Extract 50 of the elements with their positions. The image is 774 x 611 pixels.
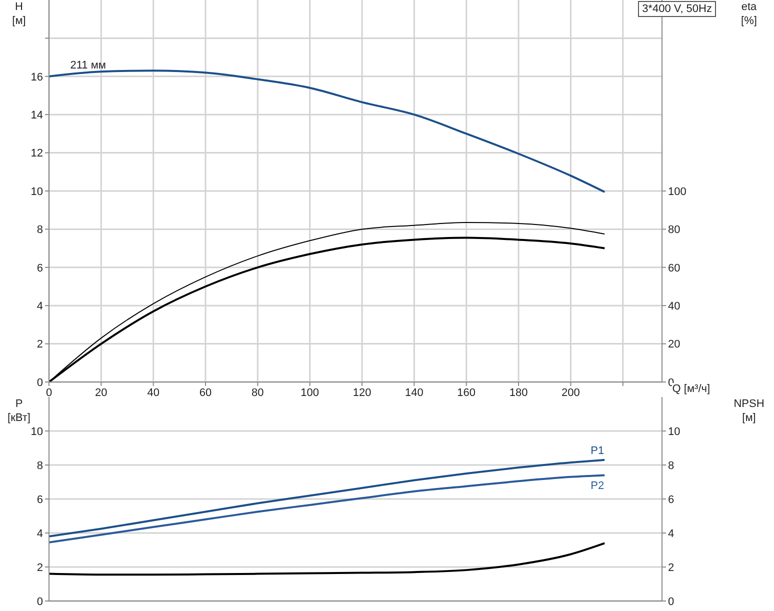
- y-tick-label: 2: [36, 562, 43, 574]
- y2-axis-title: NPSH [м]: [732, 397, 766, 425]
- x-tick-label: 40: [147, 386, 160, 399]
- y-tick-label: 10: [30, 186, 43, 198]
- x-tick-label: 80: [252, 386, 264, 399]
- x-tick-label: 120: [352, 386, 372, 399]
- y-tick-label: 8: [36, 460, 43, 472]
- y2-tick-label: 100: [668, 186, 686, 198]
- y2-tick-label: 10: [668, 426, 680, 438]
- y2-tick-label: 60: [668, 262, 680, 274]
- y2-tick-label: 2: [668, 562, 674, 574]
- series-label: P1: [590, 444, 604, 457]
- y-tick-label: 0: [36, 376, 43, 389]
- x-tick-label: 100: [300, 386, 320, 399]
- y-tick-label: 16: [30, 71, 43, 84]
- y-tick-label: 4: [36, 528, 43, 540]
- y2-tick-label: 40: [668, 300, 680, 313]
- x-tick-label: 200: [562, 386, 580, 399]
- x-axis-title: Q [м³/ч]: [672, 383, 710, 395]
- line-series: [49, 542, 606, 576]
- x-tick-label: 0: [46, 386, 52, 399]
- y2-tick-label: 80: [668, 224, 680, 236]
- y-tick-label: 2: [36, 338, 43, 351]
- y2-tick-label: 20: [668, 338, 680, 351]
- y2-tick-label: 4: [668, 528, 674, 540]
- y-tick-label: 0: [36, 596, 43, 608]
- x-tick-label: 20: [95, 386, 108, 399]
- y-axis-title: H [м]: [11, 0, 27, 28]
- annotation: 211 мм: [70, 60, 106, 72]
- y-tick-label: 6: [36, 494, 43, 506]
- y2-tick-label: 6: [668, 494, 674, 506]
- y2-axis-title: eta [%]: [740, 0, 758, 28]
- y-tick-label: 12: [30, 148, 43, 160]
- y-tick-label: 14: [30, 110, 43, 122]
- line-series: [49, 474, 606, 544]
- x-tick-label: 180: [509, 386, 528, 399]
- x-tick-label: 60: [199, 386, 212, 399]
- line-series: [49, 458, 606, 538]
- y-tick-label: 6: [36, 262, 43, 274]
- series-label: P2: [590, 480, 604, 492]
- line-series: [49, 70, 606, 193]
- y2-tick-label: 8: [668, 460, 674, 472]
- x-tick-label: 140: [405, 386, 424, 399]
- y-tick-label: 8: [36, 224, 43, 236]
- y-tick-label: 10: [30, 426, 43, 438]
- chart-title: 3*400 V, 50Hz: [638, 1, 716, 17]
- y-tick-label: 4: [36, 300, 43, 313]
- y-axis-title: P [кВт]: [6, 397, 32, 425]
- y2-tick-label: 0: [668, 596, 674, 608]
- x-tick-label: 160: [457, 386, 476, 399]
